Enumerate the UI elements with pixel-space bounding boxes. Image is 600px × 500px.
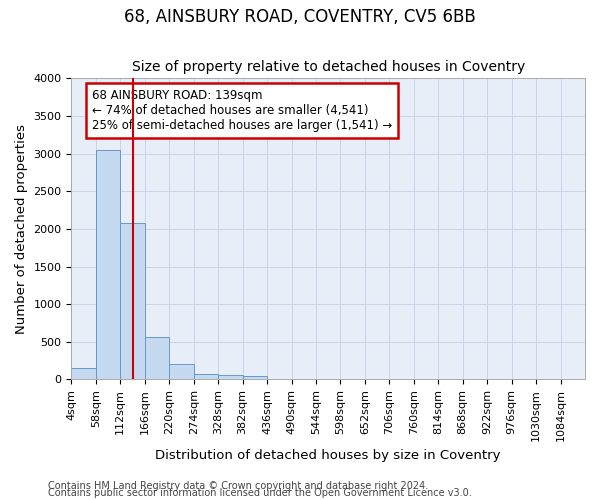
X-axis label: Distribution of detached houses by size in Coventry: Distribution of detached houses by size … (155, 450, 501, 462)
Y-axis label: Number of detached properties: Number of detached properties (15, 124, 28, 334)
Bar (194, 374, 218, 380)
Bar (218, 375, 242, 380)
Bar (71, 368, 96, 380)
Bar (145, 338, 169, 380)
Bar (169, 364, 194, 380)
Text: 68, AINSBURY ROAD, COVENTRY, CV5 6BB: 68, AINSBURY ROAD, COVENTRY, CV5 6BB (124, 8, 476, 26)
Text: Contains public sector information licensed under the Open Government Licence v3: Contains public sector information licen… (48, 488, 472, 498)
Bar (242, 376, 267, 380)
Text: Contains HM Land Registry data © Crown copyright and database right 2024.: Contains HM Land Registry data © Crown c… (48, 481, 428, 491)
Bar (96, 150, 121, 380)
Text: 68 AINSBURY ROAD: 139sqm
← 74% of detached houses are smaller (4,541)
25% of sem: 68 AINSBURY ROAD: 139sqm ← 74% of detach… (92, 89, 392, 132)
Bar (121, 223, 145, 380)
Title: Size of property relative to detached houses in Coventry: Size of property relative to detached ho… (131, 60, 525, 74)
